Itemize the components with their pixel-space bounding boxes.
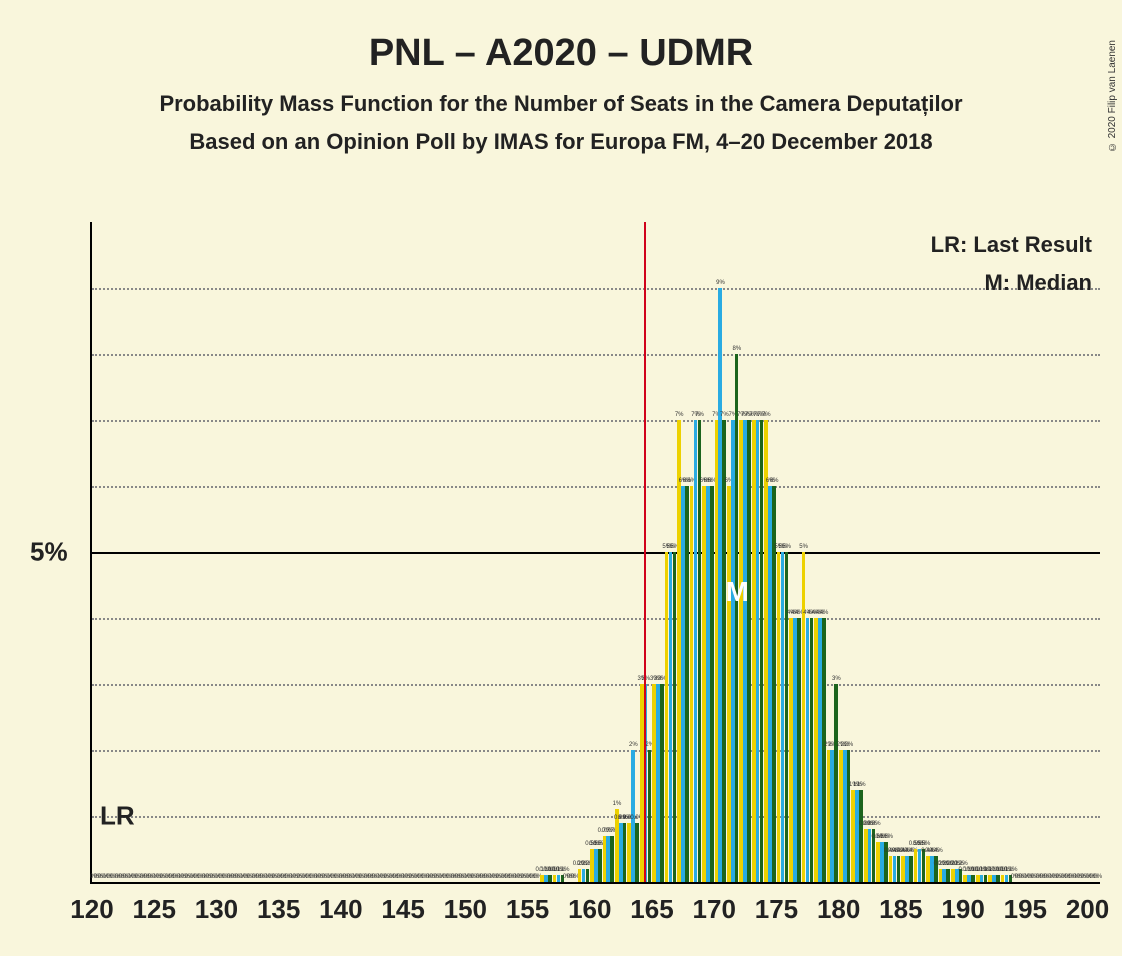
bar xyxy=(610,836,614,882)
bar xyxy=(685,486,689,882)
bar xyxy=(822,618,826,882)
bar xyxy=(635,823,639,882)
bar-value-label: 4% xyxy=(820,610,829,616)
bar xyxy=(847,750,851,882)
chart-area: 5% LR LR: Last Result M: Median 0%0%0%0%… xyxy=(90,222,1100,882)
x-tick-label: 190 xyxy=(941,894,984,925)
x-tick-label: 140 xyxy=(319,894,362,925)
bar xyxy=(909,856,913,882)
x-tick-label: 125 xyxy=(133,894,176,925)
bar-value-label: 5% xyxy=(782,544,791,550)
x-axis-ticks: 1201251301351401451501551601651701751801… xyxy=(92,884,1100,924)
bar xyxy=(660,684,664,882)
bar-value-label: 7% xyxy=(675,412,684,418)
bar-value-label: 3% xyxy=(832,676,841,682)
bar xyxy=(586,869,590,882)
bar xyxy=(648,750,652,882)
bars-container: 0%0%0%0%0%0%0%0%0%0%0%0%0%0%0%0%0%0%0%0%… xyxy=(92,222,1100,882)
bar-value-label: 7% xyxy=(762,412,771,418)
chart-subtitle-1: Probability Mass Function for the Number… xyxy=(0,91,1122,117)
x-tick-label: 120 xyxy=(70,894,113,925)
bar xyxy=(834,684,838,882)
bar-value-label: 1% xyxy=(857,782,866,788)
bar xyxy=(859,790,863,882)
bar-value-label: 0.4% xyxy=(929,848,943,854)
bar-value-label: 1% xyxy=(613,801,622,807)
x-tick-label: 185 xyxy=(879,894,922,925)
copyright-text: © 2020 Filip van Laenen xyxy=(1107,40,1118,152)
bar-value-label: 7% xyxy=(720,412,729,418)
x-tick-label: 170 xyxy=(693,894,736,925)
bar-value-label: 8% xyxy=(732,346,741,352)
bar xyxy=(922,849,926,882)
bar-value-label: 0.1% xyxy=(1004,867,1018,873)
bar xyxy=(996,875,1000,882)
bar xyxy=(623,823,627,882)
bar-value-label: 0% xyxy=(1093,874,1102,880)
bar xyxy=(971,875,975,882)
x-tick-label: 200 xyxy=(1066,894,1109,925)
bar-value-label: 2% xyxy=(629,742,638,748)
bar xyxy=(984,875,988,882)
x-tick-label: 135 xyxy=(257,894,300,925)
x-tick-label: 155 xyxy=(506,894,549,925)
bar xyxy=(810,618,814,882)
bar-value-label: 0.6% xyxy=(879,834,893,840)
bar-value-label: 0.8% xyxy=(867,821,881,827)
x-tick-label: 145 xyxy=(381,894,424,925)
bar xyxy=(598,849,602,882)
chart-subtitle-2: Based on an Opinion Poll by IMAS for Eur… xyxy=(0,129,1122,155)
bar xyxy=(934,856,938,882)
bar xyxy=(735,354,739,882)
bar xyxy=(946,869,950,882)
y-axis-label-5pct: 5% xyxy=(30,537,68,568)
bar-value-label: 2% xyxy=(844,742,853,748)
x-tick-label: 180 xyxy=(817,894,860,925)
bar xyxy=(548,875,552,882)
bar xyxy=(785,552,789,882)
chart-title: PNL – A2020 – UDMR xyxy=(0,32,1122,75)
bar xyxy=(673,552,677,882)
bar-value-label: 0.5% xyxy=(917,841,931,847)
bar-value-label: 3% xyxy=(641,676,650,682)
bar-value-label: 9% xyxy=(716,280,725,286)
bar xyxy=(710,486,714,882)
bar xyxy=(698,420,702,882)
x-tick-label: 160 xyxy=(568,894,611,925)
bar xyxy=(897,856,901,882)
bar-value-label: 0.2% xyxy=(954,861,968,867)
x-tick-label: 150 xyxy=(444,894,487,925)
x-tick-label: 195 xyxy=(1004,894,1047,925)
x-tick-label: 130 xyxy=(195,894,238,925)
bar-value-label: 7% xyxy=(695,412,704,418)
bar xyxy=(760,420,764,882)
bar-value-label: 0.1% xyxy=(556,867,570,873)
x-tick-label: 165 xyxy=(630,894,673,925)
bar-value-label: 6% xyxy=(770,478,779,484)
bar xyxy=(722,420,726,882)
bar-value-label: 5% xyxy=(799,544,808,550)
bar xyxy=(797,618,801,882)
last-result-line xyxy=(644,222,646,882)
bar xyxy=(747,420,751,882)
x-tick-label: 175 xyxy=(755,894,798,925)
